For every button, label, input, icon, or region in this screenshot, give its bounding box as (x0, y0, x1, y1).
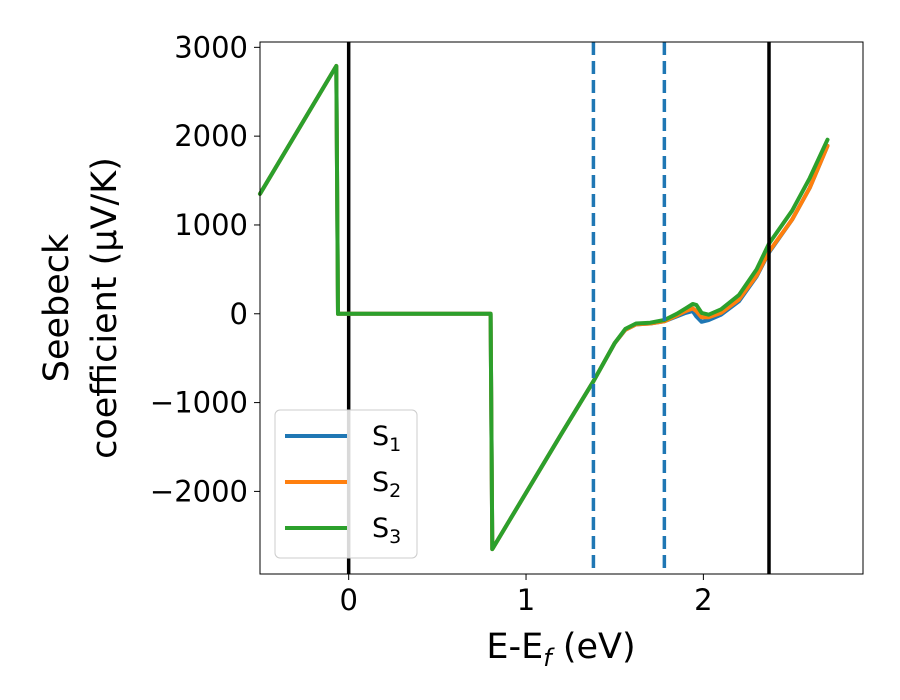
plot-frame (259, 41, 864, 575)
y-tick-label: 1000 (174, 208, 248, 242)
y-tick-label: −2000 (150, 474, 248, 508)
x-tick-label: 0 (339, 583, 357, 617)
reference-lines-overlay (591, 42, 771, 574)
legend-label-s2: S2 (372, 467, 401, 502)
legend: S1 S2 S3 (274, 409, 418, 559)
y-axis-ticks: −2000 −1000 0 1000 2000 3000 (150, 30, 260, 508)
y-tick-label: −1000 (150, 386, 248, 420)
x-tick-label: 2 (694, 583, 712, 617)
x-axis-ticks: 0 1 2 (339, 574, 713, 617)
legend-label-s3: S3 (372, 513, 401, 548)
x-axis-label: E-Ef (eV) (486, 627, 635, 672)
data-series (258, 64, 830, 552)
y-axis-label: Seebeck coefficient (μV/K) (37, 157, 125, 459)
y-tick-label: 2000 (174, 119, 248, 153)
y-tick-label: 3000 (174, 30, 248, 64)
series-line-s3 (258, 64, 830, 552)
x-tick-label: 1 (517, 583, 535, 617)
y-tick-label: 0 (230, 297, 248, 331)
legend-label-s1: S1 (372, 421, 401, 456)
